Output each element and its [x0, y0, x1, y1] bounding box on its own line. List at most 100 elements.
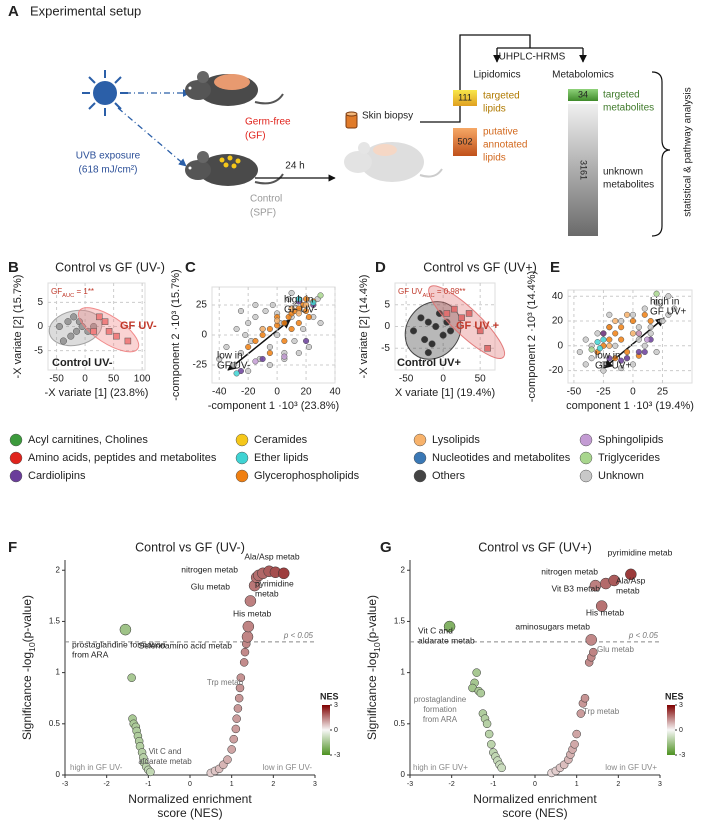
point — [101, 318, 109, 325]
text-part: (p-value) — [20, 595, 34, 642]
point — [641, 342, 648, 349]
point — [424, 318, 432, 326]
point — [236, 673, 246, 682]
point — [606, 342, 613, 349]
point — [482, 719, 492, 729]
point — [644, 336, 651, 343]
branch-label: Metabolomics — [552, 70, 614, 81]
point — [113, 332, 120, 340]
point — [300, 325, 307, 333]
annotation: prostaglandine — [414, 695, 467, 704]
bracket — [651, 71, 671, 237]
count-label: putative — [483, 127, 518, 138]
colorbar — [667, 705, 675, 755]
annotation: nitrogen metab — [181, 564, 238, 574]
annotation: Vit C and — [149, 747, 182, 756]
point — [647, 317, 654, 325]
y-tick-label: 0 — [401, 770, 406, 779]
point — [237, 307, 244, 315]
point — [612, 355, 619, 362]
legend-label: Acyl carnitines, Cholines — [28, 434, 148, 446]
legend-marker — [579, 451, 593, 465]
point — [576, 348, 583, 356]
y-tick-label: -20 — [549, 365, 564, 376]
point — [232, 714, 241, 723]
y-axis-label: -component 2 ·10³ (14.4%) — [526, 271, 538, 402]
legend-label: Cardiolipins — [28, 470, 86, 482]
legend-marker — [9, 469, 23, 483]
x-tick-label: 100 — [134, 374, 151, 385]
point — [635, 330, 642, 337]
point — [233, 325, 240, 333]
point — [653, 290, 660, 297]
annotation: Glu metab — [597, 645, 634, 654]
x-tick-label: 0 — [440, 374, 446, 385]
point — [291, 337, 298, 345]
text-part: Significance -log — [365, 652, 379, 740]
point — [600, 367, 607, 374]
point — [447, 327, 455, 335]
annotation: from ARA — [423, 715, 458, 724]
point — [629, 317, 637, 325]
point — [241, 631, 254, 643]
legend-marker — [235, 451, 249, 465]
point — [288, 325, 295, 333]
x-tick-label: -3 — [62, 781, 68, 788]
text-part: 10 — [372, 642, 382, 652]
point — [252, 301, 259, 309]
legend-label: Ceramides — [254, 434, 308, 446]
point — [119, 623, 132, 636]
annotation: Selenoamino acid metab — [138, 640, 232, 650]
annotation: Vit B3 metab — [551, 583, 600, 593]
point — [303, 301, 310, 309]
point — [443, 620, 456, 633]
point — [665, 311, 672, 318]
threshold-label: p < 0.05 — [283, 631, 314, 640]
point — [623, 348, 631, 356]
annotation: high in — [284, 295, 313, 306]
point — [303, 295, 310, 303]
point — [629, 311, 637, 318]
point — [623, 311, 631, 318]
point — [580, 693, 590, 703]
y-tick-label: 0 — [201, 330, 207, 341]
mouse-biopsy — [344, 111, 443, 182]
point — [266, 349, 273, 357]
point — [295, 349, 302, 357]
point — [317, 319, 324, 327]
y-tick-label: 0.5 — [394, 719, 406, 728]
point — [262, 307, 269, 315]
count-label: metabolites — [603, 103, 654, 114]
point — [635, 348, 642, 356]
annotation: His metab — [586, 607, 625, 617]
annotation: high in GF UV+ — [413, 763, 468, 772]
legend-label: Lysolipids — [432, 434, 480, 446]
point — [303, 337, 310, 345]
point — [259, 331, 266, 339]
x-tick-label: 0 — [533, 781, 537, 788]
y-axis-label: -X variate [2] (14.4%) — [358, 275, 370, 379]
exposure-dose: (618 mJ/cm²) — [79, 165, 138, 176]
legend-marker — [413, 469, 427, 483]
count: 502 — [457, 136, 472, 146]
text-part: = 0.98** — [435, 287, 466, 296]
point — [64, 318, 72, 326]
point — [72, 327, 81, 335]
point — [59, 337, 67, 345]
point — [234, 693, 244, 703]
point — [281, 319, 288, 327]
colorbar-tick-label: -3 — [679, 752, 685, 759]
point — [424, 349, 432, 357]
y-tick-label: 0 — [557, 340, 563, 351]
point — [288, 289, 295, 297]
panel-letter: A — [8, 3, 19, 20]
direction-arrow — [227, 319, 291, 371]
point — [618, 324, 625, 331]
y-tick-label: 0 — [37, 321, 43, 332]
point — [278, 567, 290, 580]
point — [582, 336, 589, 343]
point — [625, 568, 637, 581]
annotation: GF UV+ — [595, 361, 632, 372]
x-axis-label: -component 1 ·10³ (23.8%) — [208, 400, 339, 412]
point — [612, 342, 619, 349]
